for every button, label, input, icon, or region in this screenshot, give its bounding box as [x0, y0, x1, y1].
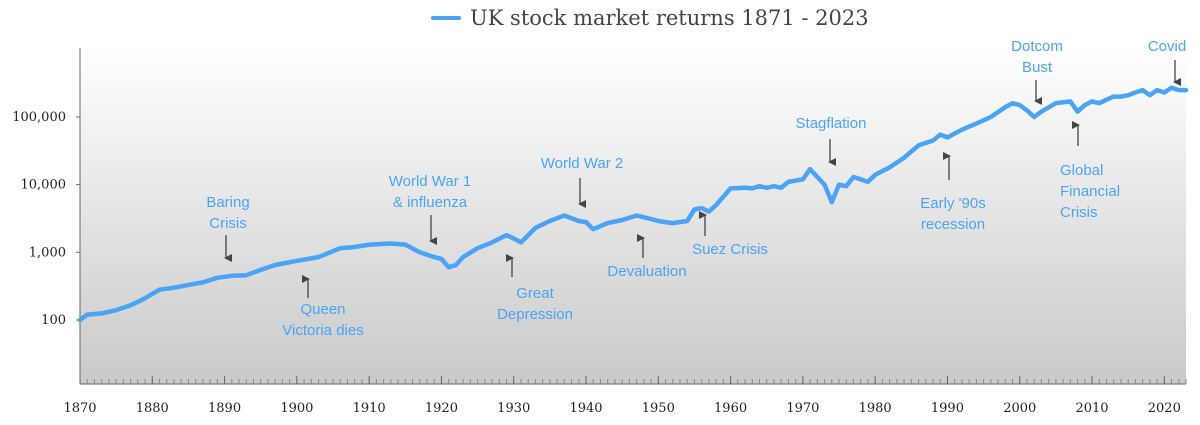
annotation: Early '90s recession — [920, 152, 986, 233]
annotation: Great Depression — [497, 254, 573, 323]
x-tick-label: 2000 — [1003, 401, 1036, 416]
x-tick-label: 1900 — [280, 401, 313, 416]
annotation: World War 1 & influenza — [389, 173, 472, 245]
x-tick-label: 1940 — [569, 401, 602, 416]
annotation-label: Early '90s recession — [920, 195, 985, 233]
x-tick-label: 1910 — [353, 401, 386, 416]
x-tick-label: 1950 — [642, 401, 675, 416]
annotations: Baring Crisis Queen Victoria dies World War … — [206, 38, 1186, 339]
legend: UK stock market returns 1871 - 2023 — [431, 6, 869, 30]
annotation-label: World War 1 & influenza — [389, 173, 472, 211]
y-ticks: 100 1,000 10,000 100,000 — [12, 110, 80, 328]
chart-title: UK stock market returns 1871 - 2023 — [470, 6, 869, 30]
annotation-label: World War 2 — [541, 155, 624, 172]
annotation-label: Dotcom Bust — [1011, 38, 1063, 76]
y-tick-label: 1,000 — [29, 245, 66, 260]
annotation-label: Queen Victoria dies — [282, 301, 363, 339]
x-tick-label: 1920 — [425, 401, 458, 416]
annotation: Global Financial Crisis — [1060, 121, 1120, 221]
annotation: Queen Victoria dies — [282, 275, 364, 339]
x-tick-label: 2020 — [1148, 401, 1181, 416]
annotation: Baring Crisis — [206, 194, 250, 262]
x-tick-label: 1990 — [931, 401, 964, 416]
x-ticks: 1870 1880 1890 1900 1910 1920 1930 1940 1950 1960… — [63, 376, 1181, 416]
annotation: World War 2 — [541, 155, 624, 208]
x-tick-label: 1970 — [786, 401, 819, 416]
y-tick-label: 10,000 — [21, 178, 67, 193]
annotation-label: Covid — [1148, 38, 1186, 55]
x-tick-label: 1980 — [859, 401, 892, 416]
y-tick-label: 100,000 — [12, 110, 66, 125]
x-tick-label: 1870 — [63, 401, 96, 416]
x-tick-label: 1960 — [714, 401, 747, 416]
annotation: Stagflation — [796, 115, 867, 166]
annotation: Covid — [1148, 38, 1186, 86]
annotation: Suez Crisis — [692, 211, 768, 258]
x-tick-label: 1880 — [136, 401, 169, 416]
annotation-label: Baring Crisis — [206, 194, 249, 232]
annotation-label: Global Financial Crisis — [1060, 162, 1120, 221]
annotation-label: Great Depression — [497, 285, 573, 323]
annotation-label: Devaluation — [607, 263, 686, 280]
y-tick-label: 100 — [41, 313, 66, 328]
annotation-label: Stagflation — [796, 115, 867, 132]
minor-ticks — [79, 379, 1187, 384]
x-tick-label: 2010 — [1075, 401, 1108, 416]
series-line — [77, 85, 1189, 323]
x-tick-label: 1890 — [208, 401, 241, 416]
annotation: Dotcom Bust — [1011, 38, 1063, 105]
x-tick-label: 1930 — [497, 401, 530, 416]
annotation: Devaluation — [607, 234, 687, 280]
annotation-label: Suez Crisis — [692, 241, 768, 258]
